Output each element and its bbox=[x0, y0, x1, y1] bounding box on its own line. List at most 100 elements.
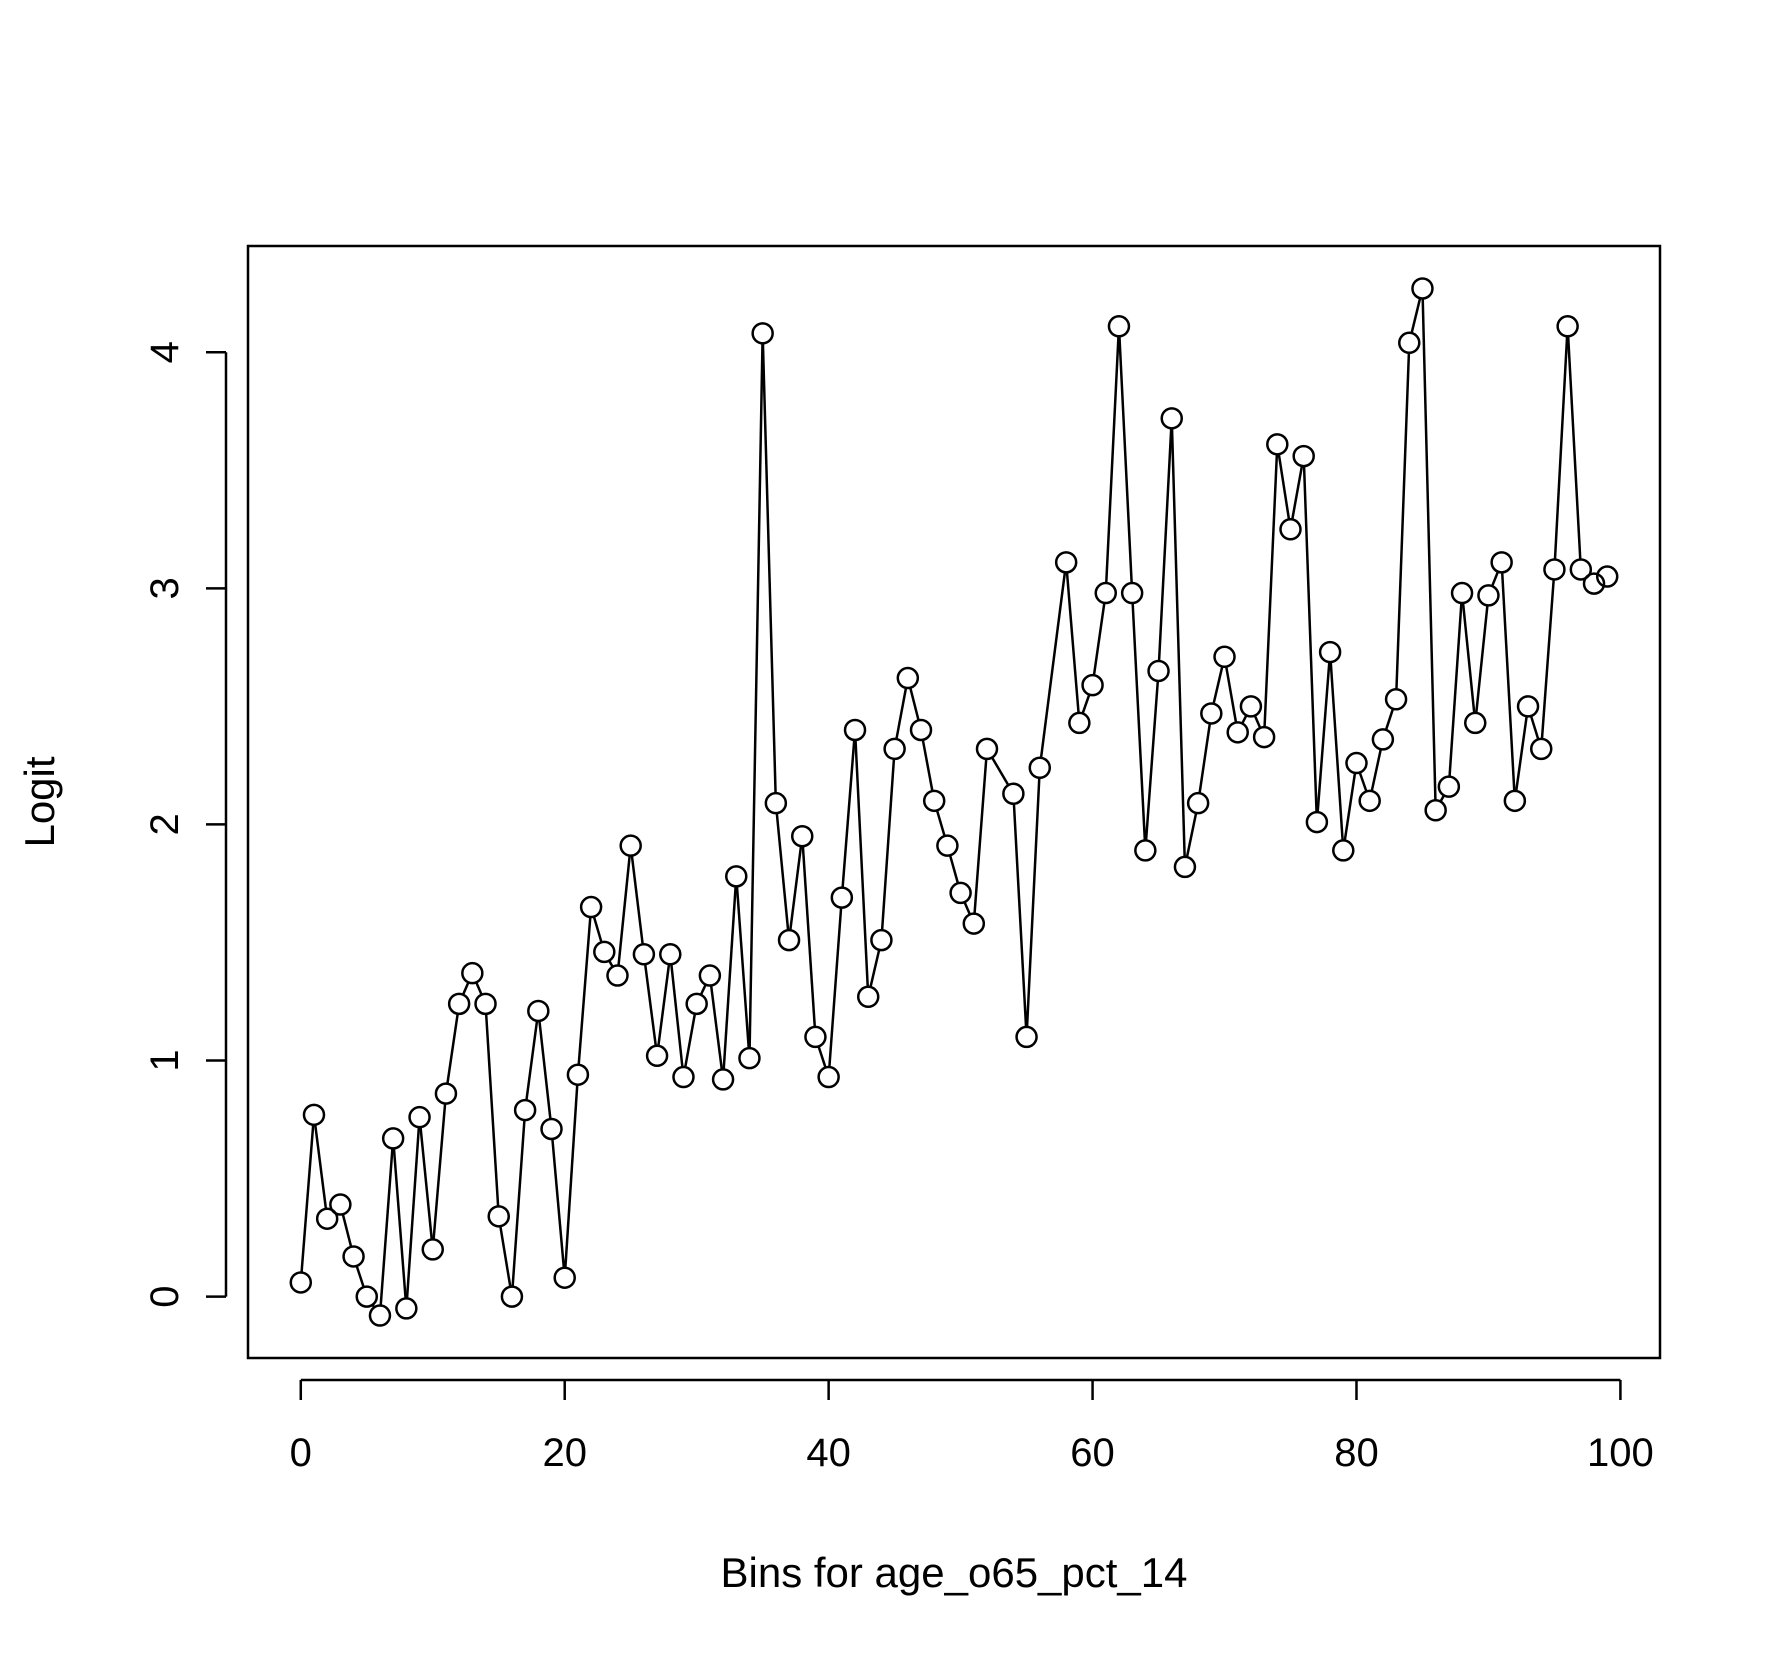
data-point bbox=[1595, 565, 1619, 588]
series-segment bbox=[670, 964, 684, 1068]
series-segment bbox=[461, 981, 470, 996]
data-point bbox=[1107, 315, 1131, 338]
data-point bbox=[975, 737, 999, 761]
data-point bbox=[1028, 756, 1052, 780]
series-segment bbox=[1118, 336, 1133, 584]
data-point bbox=[1358, 789, 1381, 813]
series-layer bbox=[289, 277, 1619, 1327]
series-segment bbox=[775, 813, 790, 931]
series-segment bbox=[432, 1103, 447, 1240]
y-tick-label: 1 bbox=[143, 1049, 187, 1071]
data-point bbox=[1068, 711, 1091, 735]
series-segment bbox=[1157, 428, 1173, 662]
data-point bbox=[936, 834, 959, 857]
data-point bbox=[606, 964, 629, 987]
series-segment bbox=[405, 1127, 421, 1299]
data-point bbox=[672, 1065, 695, 1089]
series-segment bbox=[880, 758, 896, 931]
y-axis-title: Logit bbox=[16, 756, 63, 847]
data-point bbox=[461, 961, 484, 985]
data-point bbox=[856, 985, 880, 1009]
series-segment bbox=[592, 916, 603, 943]
series-segment bbox=[1421, 298, 1437, 801]
data-point bbox=[738, 1046, 761, 1070]
series-segment bbox=[1012, 803, 1028, 1027]
series-segment bbox=[1384, 708, 1395, 731]
data-point bbox=[1081, 673, 1104, 697]
series-segment bbox=[1475, 605, 1489, 714]
series-segment bbox=[538, 1020, 552, 1120]
data-point bbox=[1173, 855, 1197, 879]
series-segment bbox=[525, 1020, 539, 1101]
series-segment bbox=[1081, 694, 1091, 714]
data-point bbox=[1424, 799, 1447, 822]
data-point bbox=[513, 1098, 537, 1122]
x-axis-title: Bins for age_o65_pct_14 bbox=[720, 1549, 1187, 1596]
data-point bbox=[368, 1304, 392, 1327]
data-point bbox=[1569, 558, 1593, 581]
series-segment bbox=[657, 964, 671, 1047]
data-point bbox=[1516, 695, 1540, 718]
series-segment bbox=[684, 1013, 697, 1068]
series-segment bbox=[1553, 336, 1569, 560]
series-segment bbox=[1302, 466, 1318, 813]
data-point bbox=[817, 1065, 840, 1089]
series-segment bbox=[1370, 748, 1382, 792]
series-segment bbox=[1144, 680, 1160, 841]
data-point bbox=[579, 895, 603, 919]
data-point bbox=[474, 992, 497, 1016]
data-point bbox=[619, 834, 642, 857]
data-point bbox=[659, 943, 682, 966]
series-segment bbox=[551, 1138, 566, 1268]
series-segment bbox=[314, 1124, 328, 1209]
data-point bbox=[302, 1103, 326, 1127]
series-segment bbox=[1131, 602, 1147, 841]
series-segment bbox=[1329, 661, 1344, 841]
data-point bbox=[447, 992, 471, 1016]
data-point bbox=[830, 886, 854, 909]
data-point bbox=[896, 666, 920, 690]
data-point bbox=[632, 943, 656, 966]
x-tick-label: 20 bbox=[542, 1431, 587, 1475]
series-segment bbox=[511, 1119, 526, 1287]
series-segment bbox=[1343, 772, 1357, 841]
series-segment bbox=[973, 758, 988, 914]
series-segment bbox=[1092, 602, 1106, 676]
series-segment bbox=[761, 343, 777, 794]
data-point bbox=[1054, 551, 1078, 574]
series-segment bbox=[1316, 661, 1331, 813]
data-point bbox=[434, 1082, 458, 1105]
series-segment bbox=[617, 855, 631, 966]
series-segment bbox=[475, 981, 483, 996]
series-segment bbox=[1185, 812, 1198, 858]
data-point bbox=[1529, 737, 1553, 761]
series-segment bbox=[909, 687, 920, 721]
series-segment bbox=[1566, 336, 1582, 560]
data-point bbox=[1582, 572, 1606, 595]
series-segment bbox=[854, 739, 869, 987]
series-segment bbox=[1277, 454, 1291, 520]
series-segment bbox=[630, 855, 644, 945]
series-segment bbox=[1358, 772, 1368, 792]
series-segment bbox=[801, 846, 817, 1028]
data-point bbox=[685, 992, 708, 1016]
data-point bbox=[883, 737, 906, 761]
data-point bbox=[1384, 688, 1408, 711]
series-segment bbox=[1540, 579, 1555, 739]
x-tick-label: 80 bbox=[1334, 1431, 1379, 1475]
series-segment bbox=[869, 949, 881, 988]
data-point bbox=[1477, 584, 1500, 607]
series-segment bbox=[1198, 723, 1212, 794]
data-point bbox=[1371, 728, 1395, 751]
x-tick-label: 0 bbox=[290, 1431, 312, 1475]
series-segment bbox=[948, 854, 960, 884]
data-point bbox=[1318, 640, 1342, 664]
series-segment bbox=[921, 739, 934, 792]
data-point bbox=[408, 1105, 431, 1129]
series-segment bbox=[935, 810, 946, 837]
data-point bbox=[843, 718, 867, 742]
data-point bbox=[645, 1044, 669, 1068]
series-segment bbox=[564, 1084, 579, 1268]
data-point bbox=[1490, 551, 1513, 574]
data-point bbox=[289, 1271, 313, 1294]
